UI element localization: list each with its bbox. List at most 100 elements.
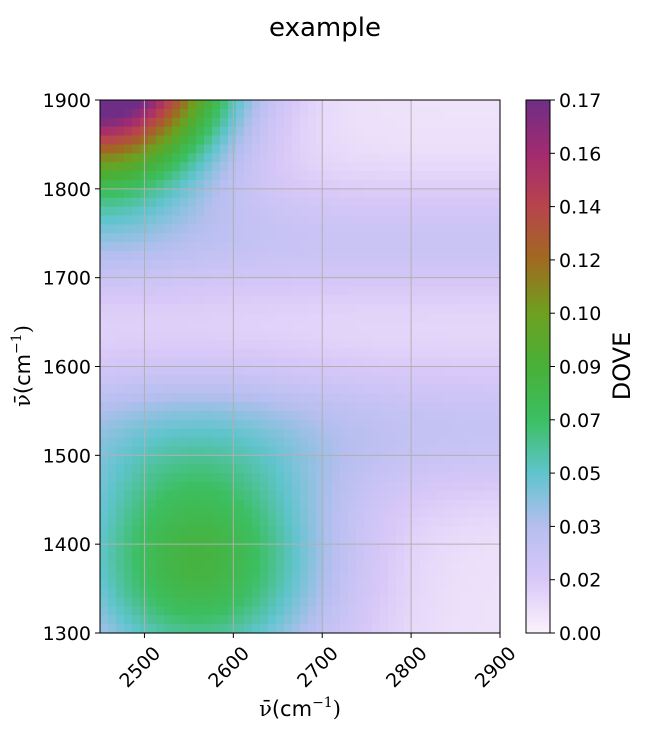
heat-cell: [396, 135, 405, 146]
heat-cell: [396, 615, 405, 625]
heat-cell: [332, 268, 341, 279]
heat-cell: [252, 384, 261, 394]
heat-cell: [228, 517, 237, 527]
heat-cell: [452, 437, 461, 448]
heat-cell: [172, 402, 181, 412]
heat-cell: [204, 428, 213, 439]
heat-cell: [348, 251, 357, 261]
heat-cell: [188, 117, 197, 128]
heat-cell: [196, 526, 205, 536]
heat-cell: [316, 277, 325, 288]
heat-cell: [148, 366, 157, 376]
heat-cell: [252, 259, 261, 270]
heat-cell: [188, 348, 197, 359]
heat-cell: [356, 419, 365, 430]
heat-cell: [100, 224, 109, 234]
heat-cell: [428, 553, 437, 563]
heat-cell: [364, 606, 373, 616]
heat-cell: [100, 233, 109, 243]
heat-cell: [220, 233, 229, 243]
heat-cell: [132, 419, 141, 430]
heat-cell: [268, 179, 277, 190]
heat-cell: [324, 490, 333, 501]
heat-cell: [244, 357, 253, 368]
heat-cell: [188, 481, 197, 492]
heat-cell: [372, 215, 381, 225]
heat-cell: [332, 357, 341, 368]
heat-cell: [188, 339, 197, 350]
heat-cell: [308, 473, 317, 483]
heat-cell: [292, 410, 301, 421]
heat-cell: [220, 304, 229, 314]
heat-cell: [292, 428, 301, 439]
heat-cell: [268, 615, 277, 625]
heat-cell: [108, 135, 117, 146]
heat-cell: [244, 481, 253, 492]
heat-cell: [324, 242, 333, 252]
heat-cell: [236, 473, 245, 483]
heat-cell: [428, 526, 437, 536]
heat-cell: [276, 233, 285, 243]
heat-cell: [444, 286, 453, 297]
heat-cell: [460, 624, 469, 634]
heat-cell: [460, 544, 469, 554]
heat-cell: [468, 188, 477, 199]
heat-cell: [292, 242, 301, 252]
heat-cell: [260, 100, 269, 110]
heat-cell: [452, 446, 461, 456]
heat-cell: [236, 322, 245, 332]
heat-cell: [364, 304, 373, 314]
heat-cell: [116, 215, 125, 225]
heat-cell: [396, 117, 405, 128]
heat-cell: [268, 162, 277, 172]
heat-cell: [316, 366, 325, 376]
heat-cell: [100, 144, 109, 154]
heat-cell: [476, 419, 485, 430]
heat-cell: [236, 259, 245, 270]
heat-cell: [332, 561, 341, 572]
heat-cell: [148, 197, 157, 208]
heat-cell: [188, 100, 197, 110]
heat-cell: [468, 375, 477, 385]
heat-cell: [388, 535, 397, 545]
heat-cell: [340, 339, 349, 350]
heat-cell: [228, 135, 237, 146]
heat-cell: [188, 393, 197, 403]
heat-cell: [252, 126, 261, 137]
heat-cell: [372, 517, 381, 527]
heat-cell: [268, 570, 277, 581]
heat-cell: [308, 357, 317, 368]
heat-cell: [100, 544, 109, 554]
heat-cell: [236, 357, 245, 368]
heat-cell: [468, 144, 477, 154]
heat-cell: [284, 206, 293, 217]
heat-cell: [292, 171, 301, 181]
heat-cell: [364, 553, 373, 563]
heat-cell: [340, 322, 349, 332]
heat-cell: [108, 553, 117, 563]
heat-cell: [308, 277, 317, 288]
heat-cell: [452, 490, 461, 501]
heat-cell: [372, 384, 381, 394]
heat-cell: [324, 410, 333, 421]
heat-cell: [300, 126, 309, 137]
heat-cell: [308, 108, 317, 119]
heat-cell: [396, 517, 405, 527]
heat-cell: [412, 508, 421, 519]
heat-cell: [420, 606, 429, 616]
heat-cell: [108, 588, 117, 599]
heat-cell: [276, 162, 285, 172]
heat-cell: [348, 499, 357, 510]
heat-cell: [148, 108, 157, 119]
heat-cell: [284, 357, 293, 368]
heat-cell: [308, 188, 317, 199]
heat-cell: [420, 402, 429, 412]
heat-cell: [276, 366, 285, 376]
heat-cell: [228, 348, 237, 359]
heat-cell: [492, 615, 501, 625]
heat-cell: [412, 215, 421, 225]
heat-cell: [244, 526, 253, 536]
heat-cell: [244, 322, 253, 332]
heat-cell: [364, 295, 373, 305]
heat-cell: [476, 579, 485, 590]
